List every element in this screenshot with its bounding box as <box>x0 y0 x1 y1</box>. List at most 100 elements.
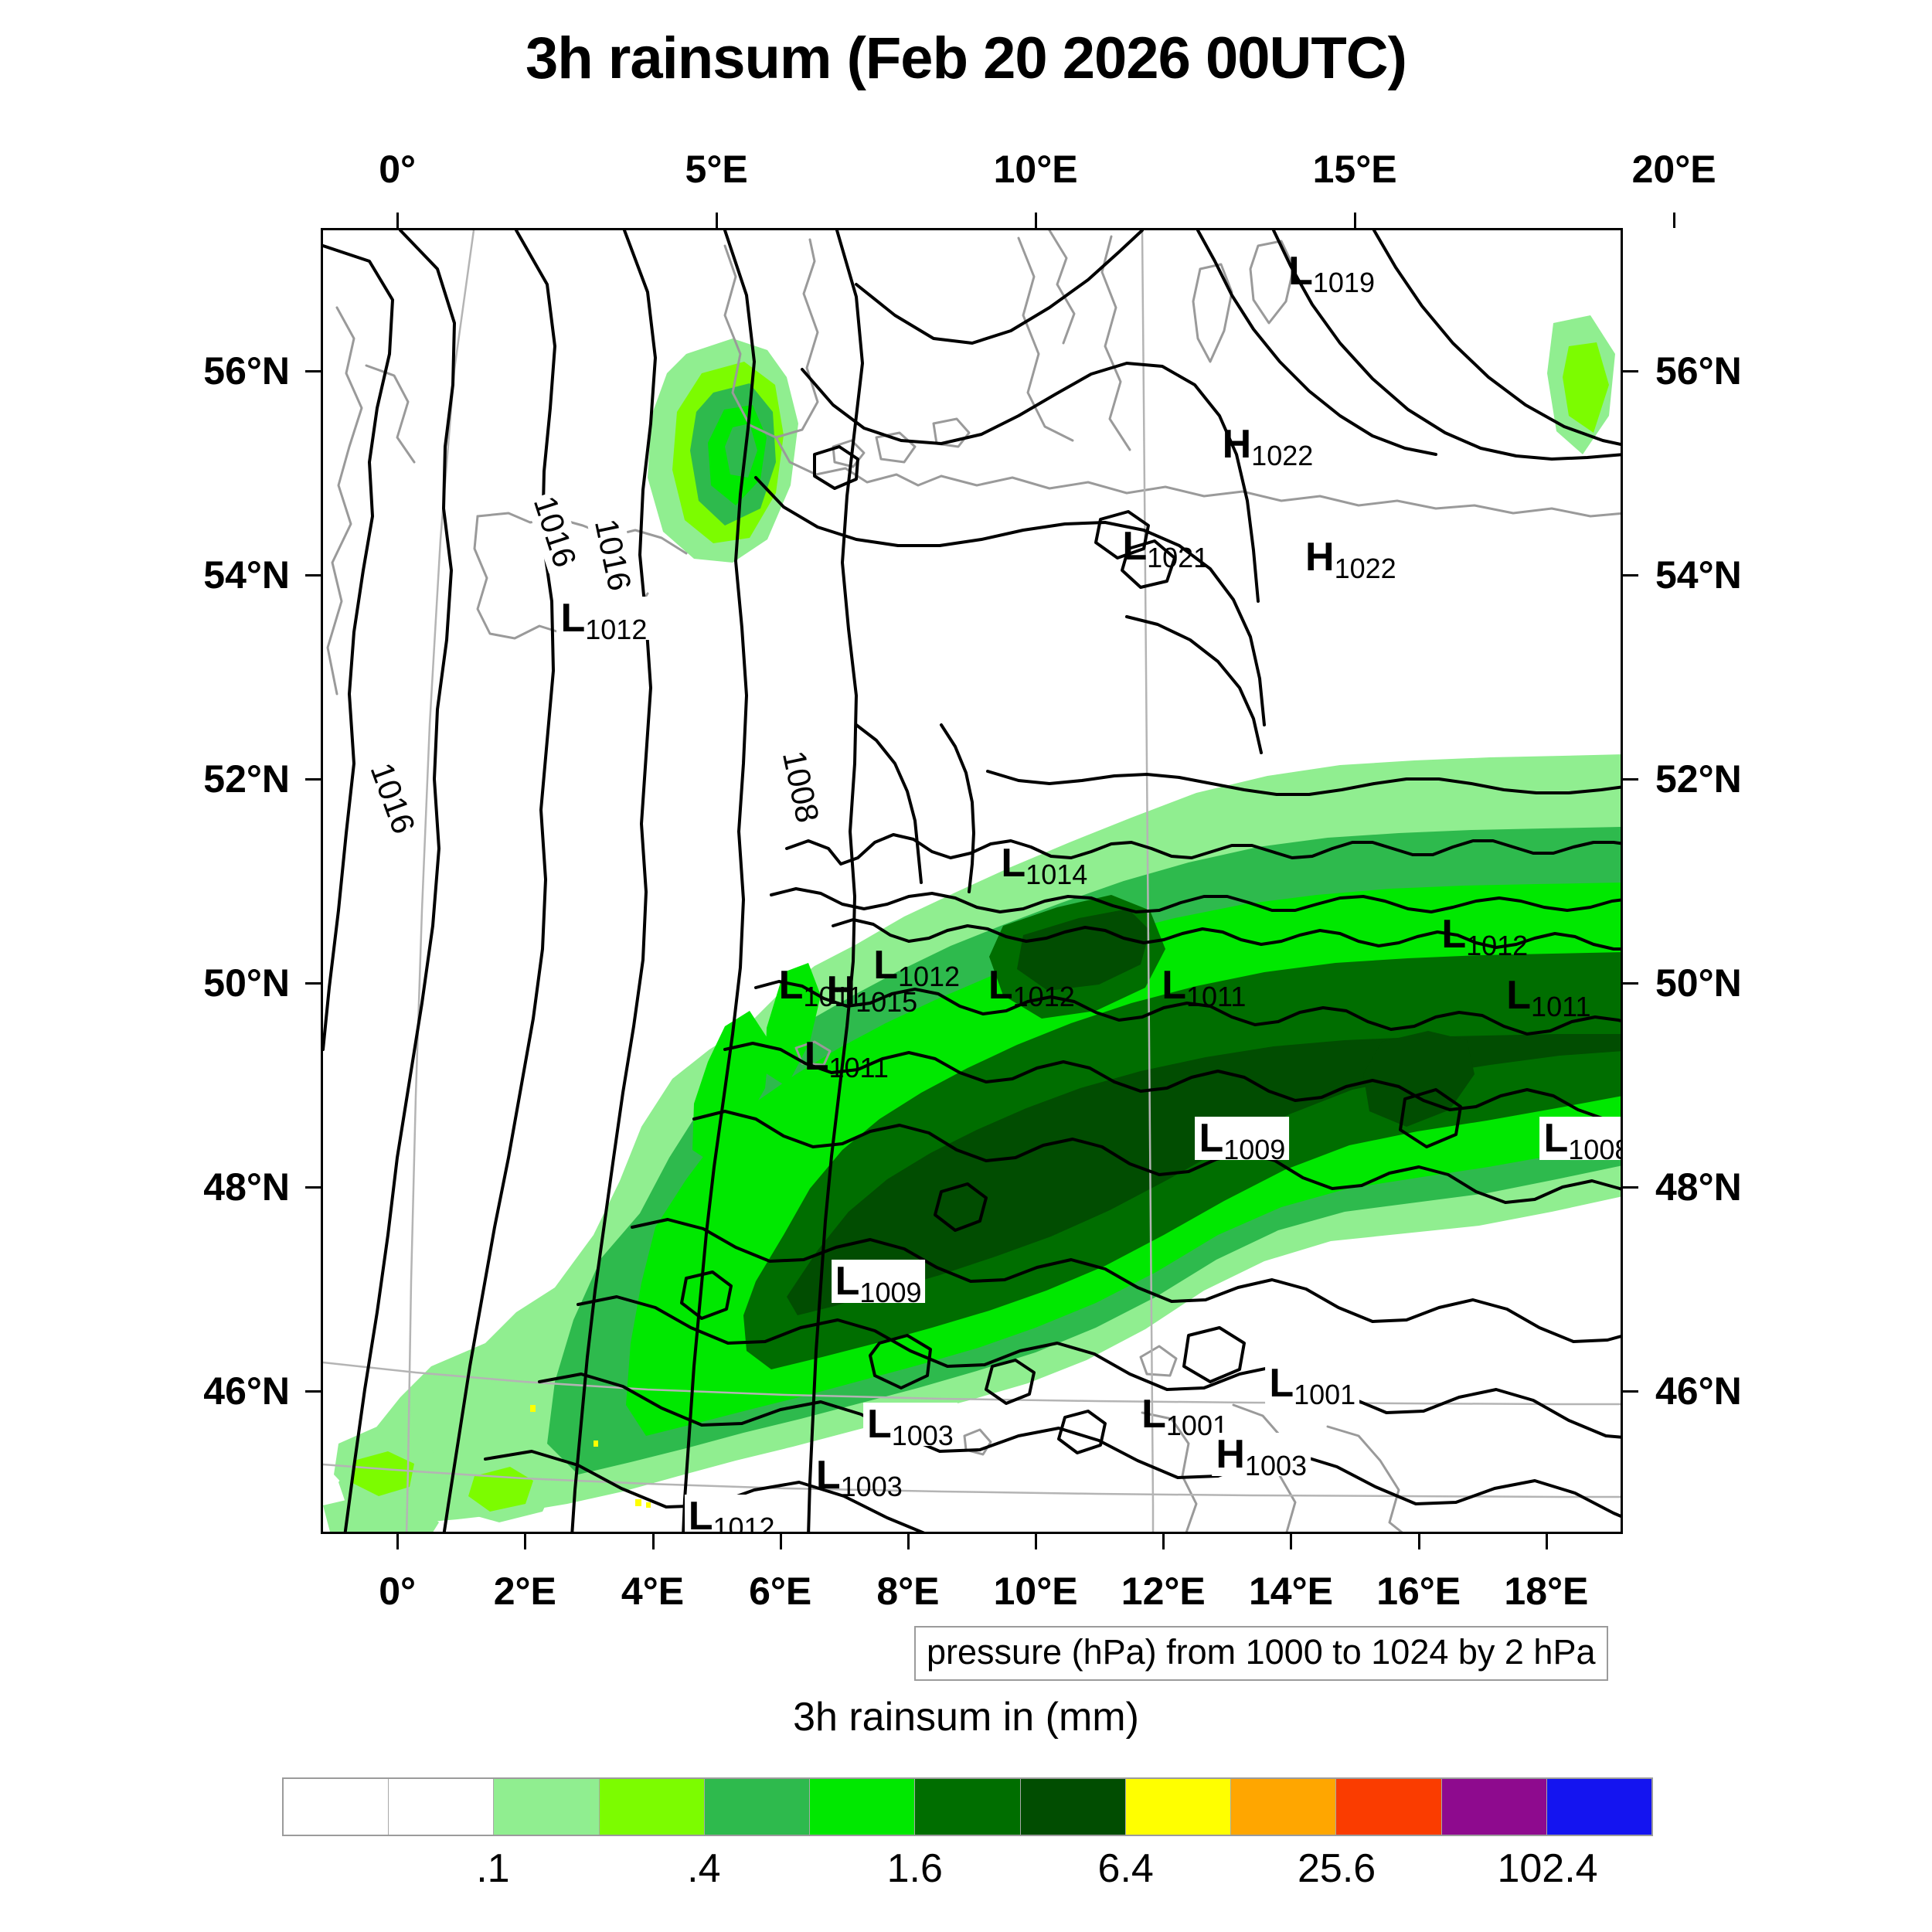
colorbar-tick-label: 25.6 <box>1298 1846 1376 1891</box>
pressure-value: 1011 <box>828 1052 889 1084</box>
lat-tick-right <box>1623 1390 1638 1393</box>
lon-label-bottom: 14°E <box>1249 1570 1333 1613</box>
graticule <box>323 230 1621 1532</box>
pressure-value: 1012 <box>713 1511 775 1534</box>
pressure-value: 1012 <box>1012 981 1075 1013</box>
lon-label-bottom: 16°E <box>1376 1570 1461 1613</box>
lon-tick-top <box>396 213 400 228</box>
lon-label-bottom: 12°E <box>1121 1570 1206 1613</box>
low-pressure-marker: L1011 <box>1506 975 1590 1021</box>
colorbar-tick-label: 102.4 <box>1497 1846 1598 1891</box>
lat-label-left: 46°N <box>203 1369 290 1413</box>
colorbar-cell-2 <box>494 1779 600 1835</box>
high-pressure-marker: H1022 <box>1305 537 1396 583</box>
lat-label-right: 48°N <box>1655 1165 1742 1209</box>
pressure-value: 1012 <box>585 613 648 645</box>
pressure-type-letter: L <box>866 1401 892 1447</box>
pressure-type-letter: L <box>1543 1116 1569 1162</box>
pressure-value: 1009 <box>859 1276 922 1308</box>
colorbar-cell-9 <box>1231 1779 1337 1835</box>
lat-tick-right <box>1623 573 1638 577</box>
low-pressure-marker: L1009 <box>1195 1116 1290 1164</box>
pressure-value: 1012 <box>1466 930 1529 962</box>
colorbar-tick-label: 6.4 <box>1097 1846 1154 1891</box>
lat-tick-right <box>1623 777 1638 781</box>
colorbar-cell-6 <box>915 1779 1021 1835</box>
pressure-type-letter: L <box>815 1452 841 1498</box>
lon-label-bottom: 2°E <box>493 1570 556 1613</box>
lat-label-left: 52°N <box>203 757 290 801</box>
precip-shading <box>323 315 1621 1532</box>
lon-label-bottom: 0° <box>379 1570 417 1613</box>
lat-label-right: 50°N <box>1655 961 1742 1005</box>
colorbar-tick-label: .1 <box>476 1846 510 1891</box>
lon-label-top: 20°E <box>1631 148 1716 191</box>
pressure-type-letter: L <box>1199 1116 1224 1162</box>
pressure-type-letter: L <box>688 1493 713 1534</box>
pressure-value: 1019 <box>1312 266 1375 298</box>
lon-tick-bottom <box>1162 1534 1165 1549</box>
lat-label-left: 54°N <box>203 553 290 597</box>
colorbar-tick-label: 1.6 <box>886 1846 943 1891</box>
pressure-type-letter: L <box>1162 963 1187 1009</box>
colorbar-cell-7 <box>1020 1779 1126 1835</box>
pressure-type-letter: L <box>1141 1391 1166 1437</box>
pressure-value: 1001 <box>1294 1378 1356 1410</box>
pressure-value: 1003 <box>840 1470 903 1502</box>
colorbar-cell-4 <box>704 1779 811 1835</box>
lon-label-bottom: 4°E <box>621 1570 685 1613</box>
lon-tick-bottom <box>1417 1534 1420 1549</box>
lat-tick-left <box>305 1186 321 1189</box>
pressure-type-letter: L <box>1122 524 1148 570</box>
colorbar-cell-12 <box>1546 1779 1652 1835</box>
pressure-type-letter: H <box>1222 422 1252 468</box>
lat-tick-right <box>1623 1186 1638 1189</box>
pressure-type-letter: L <box>835 1258 860 1304</box>
lat-label-right: 46°N <box>1655 1369 1742 1413</box>
pressure-type-letter: L <box>988 963 1013 1009</box>
pressure-type-letter: L <box>873 942 898 988</box>
pressure-value: 1011 <box>803 981 863 1013</box>
low-pressure-marker: L1011 <box>804 1036 889 1082</box>
pressure-value: 1008 <box>1568 1134 1621 1166</box>
lon-tick-bottom <box>1035 1534 1038 1549</box>
lon-tick-bottom <box>779 1534 782 1549</box>
lon-label-bottom: 6°E <box>749 1570 812 1613</box>
pressure-type-letter: L <box>1001 840 1026 886</box>
lon-tick-bottom <box>1290 1534 1293 1549</box>
lat-tick-left <box>305 777 321 781</box>
low-pressure-marker: L1012 <box>684 1493 779 1534</box>
lon-tick-top <box>1035 213 1038 228</box>
colorbar-tick-labels: .1 .4 1.6 6.4 25.6 102.4 <box>282 1845 1653 1907</box>
lat-label-left: 48°N <box>203 1165 290 1209</box>
pressure-type-letter: L <box>778 963 804 1009</box>
pressure-value: 1014 <box>1026 858 1088 890</box>
lat-tick-left <box>305 369 321 372</box>
pressure-type-letter: L <box>560 595 586 641</box>
low-pressure-marker: L1012 <box>1441 912 1528 960</box>
lon-tick-bottom <box>396 1534 400 1549</box>
low-pressure-marker: L1001 <box>1265 1361 1360 1408</box>
pressure-value: 1022 <box>1334 552 1396 584</box>
lon-tick-top <box>1354 213 1357 228</box>
high-pressure-marker: H1015 <box>827 971 918 1016</box>
coastlines <box>326 230 1621 1532</box>
lon-label-top: 15°E <box>1312 148 1397 191</box>
pressure-value: 1021 <box>1147 542 1209 574</box>
pressure-type-letter: H <box>1216 1432 1245 1478</box>
pressure-value: 1003 <box>1244 1450 1308 1482</box>
low-pressure-marker: L1019 <box>1288 251 1375 297</box>
high-pressure-marker: H1022 <box>1222 422 1314 470</box>
colorbar-cell-3 <box>599 1779 705 1835</box>
pressure-type-letter: L <box>1441 912 1467 957</box>
lat-tick-left <box>305 1390 321 1393</box>
lat-tick-left <box>305 982 321 985</box>
lat-label-right: 56°N <box>1655 349 1742 393</box>
low-pressure-marker: L1011 <box>1162 963 1246 1011</box>
pressure-value: 1015 <box>855 985 918 1018</box>
lon-tick-bottom <box>906 1534 910 1549</box>
low-pressure-marker: L1003 <box>815 1452 903 1501</box>
lon-label-bottom: 18°E <box>1504 1570 1589 1613</box>
low-pressure-marker: L1012 <box>873 942 960 991</box>
lon-label-bottom: 8°E <box>876 1570 940 1613</box>
